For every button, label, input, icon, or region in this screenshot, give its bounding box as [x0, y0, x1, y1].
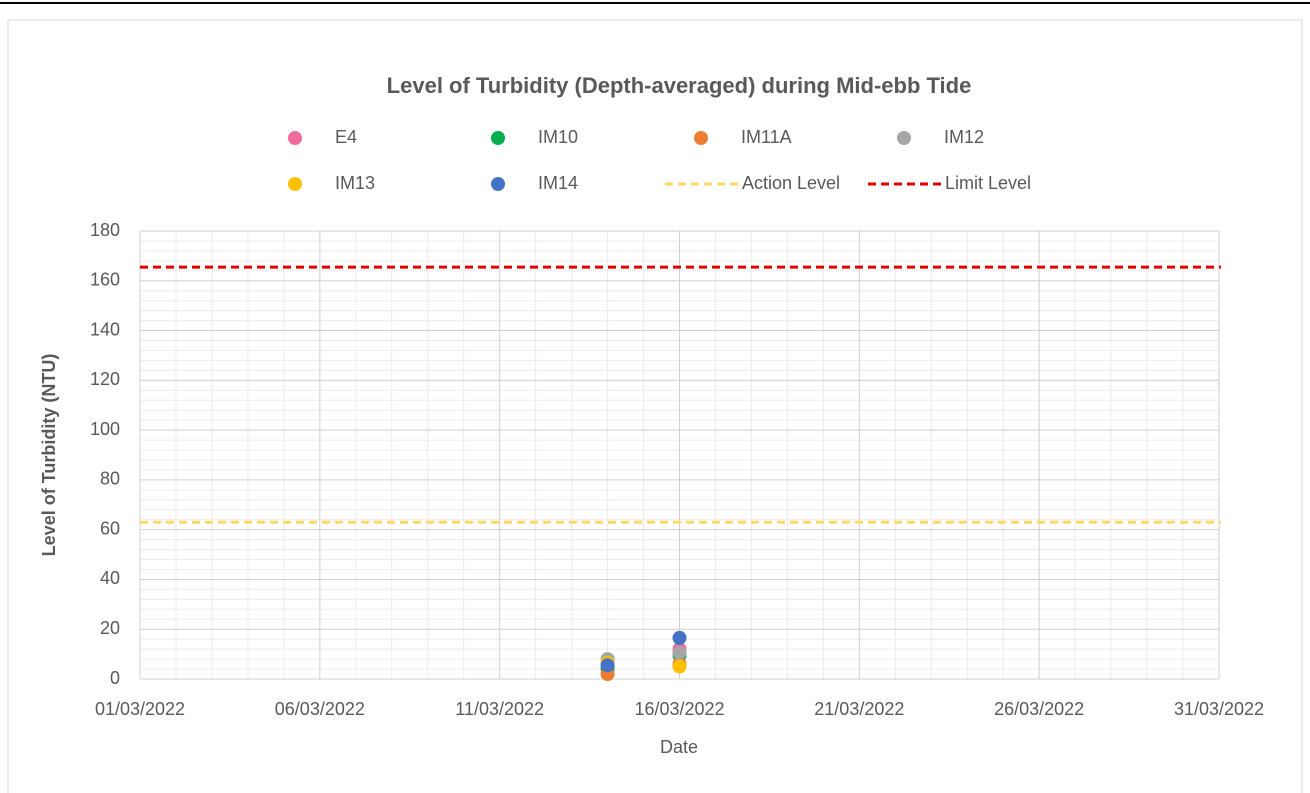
- legend-label: IM11A: [741, 127, 792, 147]
- legend-label: Limit Level: [945, 173, 1031, 193]
- legend-label: Action Level: [742, 173, 840, 193]
- y-tick-label: 140: [90, 319, 120, 339]
- y-tick-label: 80: [100, 469, 120, 489]
- legend-label: IM14: [538, 173, 578, 193]
- legend-marker: [491, 131, 505, 145]
- legend-label: IM12: [944, 127, 984, 147]
- data-point: [600, 658, 615, 673]
- x-tick-label: 01/03/2022: [95, 699, 185, 719]
- y-tick-label: 180: [90, 220, 120, 240]
- y-tick-label: 20: [100, 618, 120, 638]
- legend-marker: [897, 131, 911, 145]
- legend-label: IM13: [335, 173, 375, 193]
- x-tick-label: 26/03/2022: [994, 699, 1084, 719]
- y-tick-label: 120: [90, 369, 120, 389]
- chart-title: Level of Turbidity (Depth-averaged) duri…: [387, 73, 972, 98]
- x-tick-label: 06/03/2022: [275, 699, 365, 719]
- data-point: [672, 630, 687, 645]
- legend-marker: [288, 131, 302, 145]
- x-tick-label: 16/03/2022: [634, 699, 724, 719]
- legend-marker: [694, 131, 708, 145]
- y-tick-label: 60: [100, 518, 120, 538]
- chart-frame: [7, 19, 1303, 793]
- y-tick-label: 0: [110, 668, 120, 688]
- legend-marker: [491, 177, 505, 191]
- y-tick-label: 100: [90, 419, 120, 439]
- data-point: [672, 659, 687, 674]
- y-tick-label: 160: [90, 270, 120, 290]
- y-tick-label: 40: [100, 568, 120, 588]
- x-axis-title: Date: [660, 737, 698, 757]
- x-tick-label: 31/03/2022: [1174, 699, 1264, 719]
- legend-label: E4: [335, 127, 357, 147]
- legend-marker: [288, 177, 302, 191]
- y-axis-title: Level of Turbidity (NTU): [39, 354, 59, 557]
- data-point: [672, 645, 687, 660]
- x-tick-label: 11/03/2022: [455, 699, 544, 719]
- legend-label: IM10: [538, 127, 578, 147]
- x-tick-label: 21/03/2022: [814, 699, 904, 719]
